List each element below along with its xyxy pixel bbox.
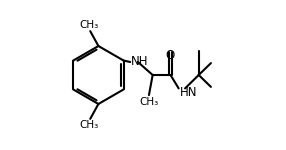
- Text: O: O: [166, 49, 175, 62]
- Text: HN: HN: [179, 86, 197, 99]
- Text: NH: NH: [131, 56, 148, 69]
- Text: CH₃: CH₃: [80, 20, 99, 30]
- Text: CH₃: CH₃: [80, 120, 99, 130]
- Text: CH₃: CH₃: [139, 97, 158, 106]
